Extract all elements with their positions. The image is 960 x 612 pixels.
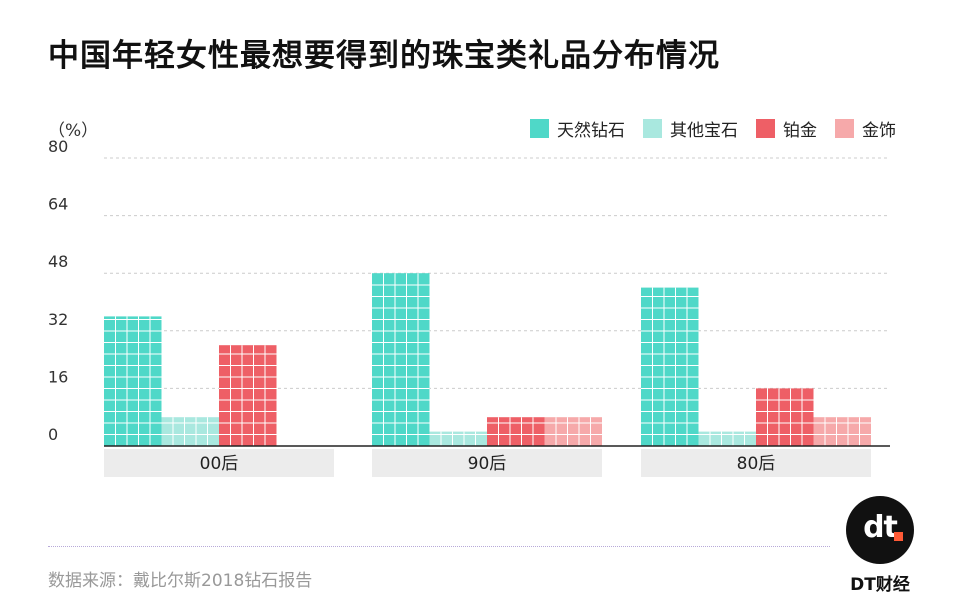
- bar: [544, 417, 602, 446]
- source-note: 数据来源：戴比尔斯2018钻石报告: [48, 571, 313, 591]
- legend-label-gold-jewelry: 金饰: [862, 121, 896, 141]
- x-category-label: 90后: [468, 454, 507, 474]
- y-axis-unit: （%）: [48, 121, 99, 141]
- bar: [813, 417, 871, 446]
- y-tick-label: 16: [48, 367, 68, 386]
- bar: [104, 316, 162, 446]
- brand-logo-text: dt: [863, 510, 898, 545]
- bar: [487, 417, 545, 446]
- legend-swatch-gold-jewelry: [835, 119, 854, 138]
- chart-title: 中国年轻女性最想要得到的珠宝类礼品分布情况: [48, 38, 720, 74]
- category-band: [641, 449, 871, 477]
- legend-label-other-gems: 其他宝石: [670, 121, 738, 141]
- legend-label-platinum: 铂金: [783, 121, 817, 141]
- legend-item-other-gems: 其他宝石: [643, 116, 738, 141]
- x-category-label: 80后: [737, 454, 776, 474]
- y-tick-label: 64: [48, 195, 68, 214]
- bar: [698, 431, 756, 446]
- legend-item-gold-jewelry: 金饰: [835, 116, 896, 141]
- bar: [756, 388, 814, 446]
- legend-swatch-other-gems: [643, 119, 662, 138]
- legend-swatch-natural-diamond: [530, 119, 549, 138]
- category-band: [372, 449, 602, 477]
- brand-logo-dot: [894, 532, 903, 541]
- legend-item-platinum: 铂金: [756, 116, 817, 141]
- y-tick-label: 0: [48, 425, 58, 444]
- x-category-label: 00后: [200, 454, 239, 474]
- legend-label-natural-diamond: 天然钻石: [557, 121, 625, 141]
- legend: 天然钻石 其他宝石 铂金 金饰: [530, 116, 896, 141]
- bar: [372, 273, 430, 446]
- legend-item-natural-diamond: 天然钻石: [530, 116, 625, 141]
- category-band: [104, 449, 334, 477]
- bar: [219, 345, 277, 446]
- bar: [161, 417, 219, 446]
- legend-swatch-platinum: [756, 119, 775, 138]
- y-tick-label: 32: [48, 310, 68, 329]
- bar: [641, 287, 699, 446]
- brand-name: DT财经: [850, 575, 910, 595]
- y-tick-label: 48: [48, 252, 68, 271]
- y-tick-label: 80: [48, 137, 68, 156]
- bar: [429, 431, 487, 446]
- footer-divider: [48, 546, 830, 547]
- brand-logo: dt: [846, 496, 914, 564]
